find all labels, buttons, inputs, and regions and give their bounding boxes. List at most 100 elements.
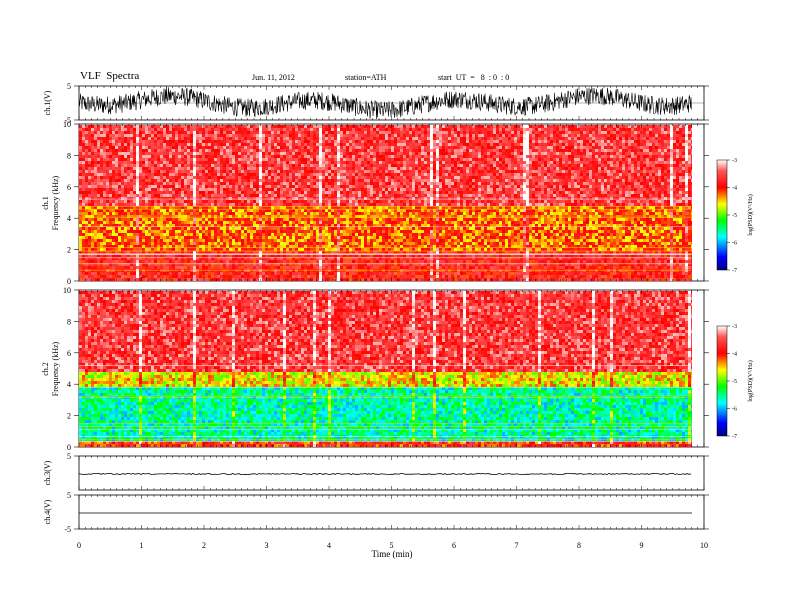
spec-cell [133,209,136,212]
spec-cell [127,200,130,203]
spec-cell [241,245,244,248]
spec-cell [295,209,298,212]
spec-cell [253,215,256,218]
spec-cell [112,260,115,263]
spec-cell [229,269,232,272]
spec-cell [208,188,211,191]
spec-cell [178,128,181,131]
spec-cell [190,125,193,128]
spec-cell [316,173,319,176]
spec-cell [229,188,232,191]
spec-cell [157,260,160,263]
spec-cell [100,278,103,281]
spec-cell [337,194,340,197]
spec-cell [322,215,325,218]
spec-cell [319,263,322,266]
spec-cell [286,182,289,185]
spec-cell [325,248,328,251]
spec-cell [220,173,223,176]
spec-cell [328,149,331,152]
spec-cell [163,209,166,212]
spec-cell [82,272,85,275]
spec-cell [202,269,205,272]
spec-cell [322,224,325,227]
spec-cell [319,266,322,269]
spec-cell [334,254,337,257]
spec-cell [82,149,85,152]
spec-cell [100,146,103,149]
spec-cell [331,152,334,155]
spec-cell [283,176,286,179]
spec-cell [106,143,109,146]
spec-cell [337,137,340,140]
spec-cell [88,146,91,149]
spec-cell [154,227,157,230]
spec-cell [193,191,196,194]
spec-cell [208,128,211,131]
spec-cell [244,269,247,272]
spec-cell [295,260,298,263]
spec-cell [157,173,160,176]
spec-cell [109,200,112,203]
spec-cell [211,134,214,137]
spec-cell [283,140,286,143]
spec-cell [88,161,91,164]
spec-cell [127,155,130,158]
spec-cell [304,275,307,278]
spec-cell [178,266,181,269]
spec-cell [82,134,85,137]
spec-cell [250,230,253,233]
spec-cell [361,248,364,251]
spec-cell [322,209,325,212]
spec-cell [181,176,184,179]
spec-cell [343,245,346,248]
spec-cell [94,269,97,272]
spec-cell [268,275,271,278]
spec-cell [331,140,334,143]
spec-cell [154,176,157,179]
spec-cell [139,170,142,173]
spec-cell [292,152,295,155]
spec-cell [289,140,292,143]
spec-cell [229,173,232,176]
spec-cell [259,203,262,206]
spec-cell [331,215,334,218]
spec-cell [130,248,133,251]
spec-cell [253,209,256,212]
spec-cell [199,245,202,248]
spec-cell [85,224,88,227]
spec-cell [148,257,151,260]
spec-cell [277,242,280,245]
spec-cell [328,179,331,182]
spec-cell [139,149,142,152]
spec-cell [271,233,274,236]
spec-cell [196,218,199,221]
spec-cell [322,188,325,191]
spec-cell [157,209,160,212]
spec-cell [346,134,349,137]
spec-cell [286,242,289,245]
spec-cell [85,167,88,170]
spec-cell [280,218,283,221]
spec-cell [274,137,277,140]
spec-cell [109,182,112,185]
spec-cell [355,146,358,149]
spec-cell [256,176,259,179]
spec-cell [259,194,262,197]
spec-cell [247,140,250,143]
spec-cell [226,278,229,281]
spec-cell [178,185,181,188]
spec-cell [124,278,127,281]
spec-cell [184,203,187,206]
spec-cell [238,185,241,188]
spec-cell [226,224,229,227]
spec-cell [304,230,307,233]
spec-cell [349,182,352,185]
spec-cell [286,206,289,209]
spec-cell [199,272,202,275]
spec-cell [199,143,202,146]
spec-cell [226,227,229,230]
spec-cell [319,170,322,173]
spec-cell [238,125,241,128]
spec-cell [106,152,109,155]
